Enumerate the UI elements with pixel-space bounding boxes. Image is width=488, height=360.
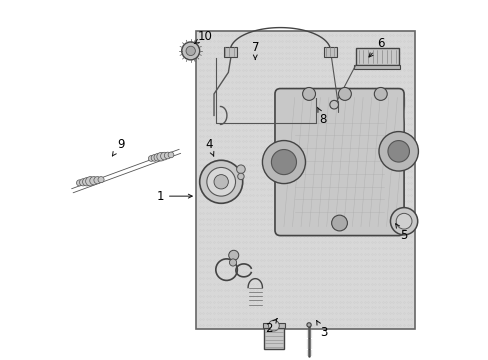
Circle shape [389, 208, 417, 235]
Circle shape [373, 87, 386, 100]
Bar [324, 46, 336, 57]
Circle shape [182, 42, 199, 60]
Circle shape [157, 152, 165, 161]
Circle shape [268, 320, 279, 331]
Circle shape [148, 156, 154, 161]
Bar [353, 64, 400, 69]
Circle shape [236, 165, 244, 174]
Text: 5: 5 [395, 224, 407, 242]
Circle shape [164, 152, 171, 159]
Circle shape [302, 87, 315, 100]
Circle shape [160, 152, 168, 160]
Circle shape [85, 177, 95, 186]
Circle shape [151, 154, 158, 161]
Circle shape [214, 175, 228, 189]
Circle shape [185, 46, 195, 55]
Circle shape [387, 140, 408, 162]
Bar [355, 48, 398, 65]
Circle shape [94, 177, 101, 184]
Circle shape [76, 180, 82, 186]
FancyBboxPatch shape [274, 89, 403, 235]
Circle shape [228, 250, 238, 260]
Text: 8: 8 [317, 107, 326, 126]
Circle shape [229, 259, 236, 266]
Circle shape [199, 160, 242, 203]
Circle shape [262, 140, 305, 184]
Circle shape [206, 167, 235, 196]
Bar [264, 325, 284, 348]
Circle shape [154, 153, 162, 161]
Circle shape [168, 152, 174, 158]
Text: 10: 10 [194, 30, 212, 44]
Circle shape [271, 149, 296, 175]
Circle shape [82, 178, 91, 186]
Circle shape [237, 173, 244, 180]
Circle shape [329, 100, 338, 109]
Circle shape [80, 179, 86, 186]
Circle shape [331, 215, 346, 231]
Bar [223, 46, 236, 57]
Circle shape [306, 323, 310, 327]
Text: 1: 1 [156, 190, 192, 203]
Bar [196, 31, 414, 329]
Text: 3: 3 [316, 320, 326, 339]
Circle shape [90, 177, 98, 185]
Circle shape [378, 132, 418, 171]
Text: 4: 4 [204, 138, 213, 156]
Text: 6: 6 [368, 37, 384, 57]
Bar [263, 323, 284, 328]
Circle shape [98, 177, 104, 183]
Text: 7: 7 [251, 41, 259, 59]
Circle shape [395, 213, 411, 229]
Circle shape [338, 87, 351, 100]
Text: 2: 2 [264, 319, 277, 335]
Text: 9: 9 [112, 138, 124, 156]
